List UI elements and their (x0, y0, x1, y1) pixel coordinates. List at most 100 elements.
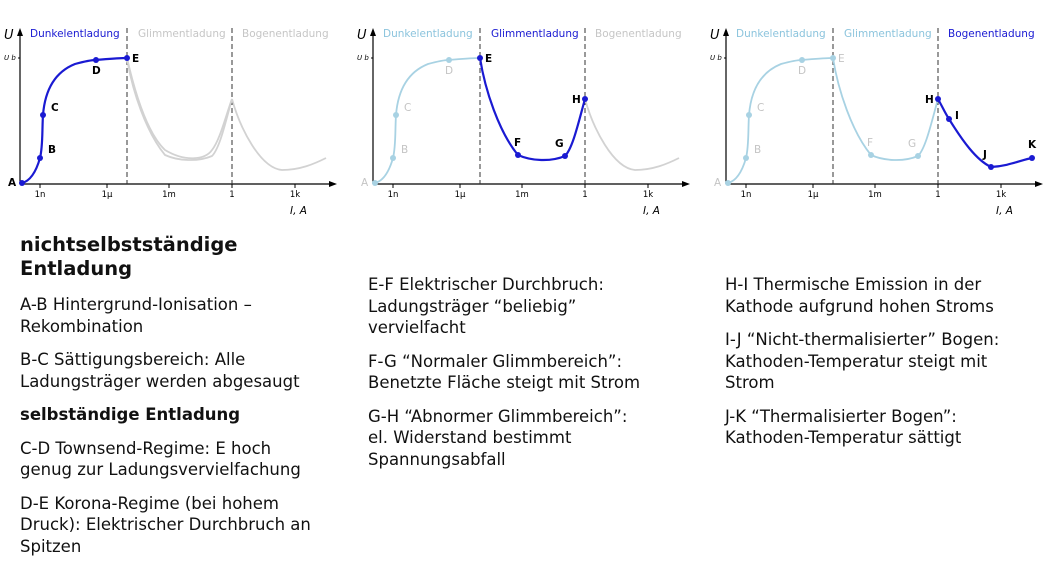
point-G (562, 153, 568, 159)
x-tick-label: 1k (290, 190, 300, 200)
y-axis-arrow (17, 28, 23, 36)
x-tick-label: 1m (515, 190, 529, 200)
point-D (799, 57, 805, 63)
panel-2: U U b 1n 1µ 1m 1 1k I, A Dunkelentladung Glimment… (357, 28, 690, 217)
point-label-B: B (401, 144, 408, 156)
x-axis-arrow (682, 181, 690, 187)
point-E (477, 55, 483, 61)
desc-ef-line3: vervielfacht (368, 318, 466, 337)
point-label-F: F (867, 137, 873, 149)
y-tick-label: U b (357, 54, 369, 62)
desc-ij-line2: Kathoden-Temperatur steigt mit (725, 351, 988, 371)
point-label-A: A (361, 177, 369, 189)
region-label: Dunkelentladung (736, 28, 826, 40)
point-K (1029, 155, 1035, 161)
x-tick-label: 1 (582, 190, 587, 200)
curve-segment-2 (478, 57, 587, 162)
x-tick-label: 1µ (102, 190, 113, 200)
y-axis-label: U (4, 28, 14, 43)
point-F (515, 152, 521, 158)
curve-segment-2 (832, 57, 939, 161)
discharge-diagrams: U U b 1n 1µ 1m 1 1k I, A Dunkelentladung Glimment… (4, 28, 1043, 217)
desc-fg-line2: Benetzte Fläche steigt mit Strom (368, 373, 641, 392)
x-tick-label: 1n (388, 190, 399, 200)
point-label-C: C (757, 102, 764, 114)
point-B (37, 155, 43, 161)
region-label: Glimmentladung (844, 28, 932, 40)
point-C (40, 112, 46, 118)
region-label: Bogenentladung (948, 28, 1035, 40)
point-label-D: D (92, 65, 101, 77)
point-label-E: E (132, 53, 139, 65)
point-label-H: H (925, 94, 934, 106)
x-tick-label: 1k (643, 190, 653, 200)
desc-ef-line1: E-F Elektrischer Durchbruch: (368, 275, 604, 294)
curve-segment-1 (21, 56, 128, 185)
curve-future-glow (126, 57, 233, 160)
x-tick-label: 1 (229, 190, 234, 200)
curve-segment-3 (231, 98, 327, 171)
y-tick-label: U b (4, 54, 16, 62)
desc-cd-line1: C-D Townsend-Regime: E hoch (20, 438, 272, 458)
point-D (446, 57, 452, 63)
point-label-C: C (51, 102, 59, 114)
desc-de-line1: D-E Korona-Regime (bei hohem (20, 493, 279, 513)
curve-segment-2 (126, 57, 233, 161)
point-I (946, 116, 952, 122)
desc-hi-line1: H-I Thermische Emission in der (725, 275, 982, 294)
desc-bc-line2: Ladungsträger werden abgesaugt (20, 371, 300, 391)
x-tick-label: 1m (868, 190, 882, 200)
text-column-1: nichtselbstständige Entladung A-B Hinter… (20, 233, 350, 557)
y-axis-label: U (710, 28, 720, 43)
x-tick-label: 1n (741, 190, 752, 200)
point-E (830, 55, 836, 61)
point-C (746, 112, 752, 118)
y-axis-arrow (370, 28, 376, 36)
x-tick-label: 1 (935, 190, 940, 200)
point-label-E: E (838, 53, 845, 65)
point-J (988, 164, 994, 170)
desc-jk-line2: Kathoden-Temperatur sättigt (725, 428, 962, 447)
point-H (935, 96, 941, 102)
desc-hi-line2: Kathode aufgrund hohen Stroms (725, 296, 994, 316)
y-tick-label: U b (710, 54, 722, 62)
heading-self-sustained: selbständige Entladung (20, 405, 241, 424)
panel-1: U U b 1n 1µ 1m 1 1k I, A Dunkelentladung Glimment… (4, 28, 337, 217)
point-label-D: D (445, 65, 453, 77)
curve-segment-3 (937, 98, 1033, 169)
point-label-B: B (48, 144, 56, 156)
point-label-H: H (572, 94, 581, 106)
x-tick-label: 1µ (455, 190, 466, 200)
x-tick-label: 1m (162, 190, 176, 200)
desc-ab-line2: Rekombination (20, 316, 144, 336)
desc-ef-line2: Ladungsträger “beliebig” (368, 296, 577, 316)
point-C (393, 112, 399, 118)
point-label-E: E (485, 53, 492, 65)
desc-cd-line2: genug zur Ladungsvervielfachung (20, 460, 301, 479)
point-label-F: F (514, 137, 521, 149)
x-axis-arrow (1035, 181, 1043, 187)
point-label-A: A (8, 177, 17, 189)
desc-de-line2: Druck): Elektrischer Durchbruch an (20, 515, 311, 534)
point-H (582, 96, 588, 102)
point-label-K: K (1028, 139, 1037, 151)
x-axis-label: I, A (290, 205, 307, 217)
region-label: Dunkelentladung (383, 28, 473, 40)
point-F (868, 152, 874, 158)
point-B (390, 155, 396, 161)
x-axis-label: I, A (643, 205, 660, 217)
panel-3: U U b 1n 1µ 1m 1 1k I, A Dunkelentladung Glimment… (710, 28, 1043, 217)
curve-segment-1 (374, 57, 481, 184)
x-tick-label: 1n (35, 190, 46, 200)
y-axis-label: U (357, 28, 367, 43)
desc-gh-line3: Spannungsabfall (368, 449, 506, 469)
point-label-B: B (754, 144, 761, 156)
desc-de-line3: Spitzen (20, 536, 82, 556)
desc-fg-line1: F-G “Normaler Glimmbereich”: (368, 351, 623, 371)
desc-jk-line1: J-K “Thermalisierter Bogen”: (725, 406, 957, 426)
point-D (93, 57, 99, 63)
curve-segment-1 (727, 57, 834, 184)
point-A (372, 180, 378, 186)
desc-ab-line1: A-B Hintergrund-Ionisation – (20, 295, 252, 314)
region-label: Glimmentladung (491, 28, 579, 40)
